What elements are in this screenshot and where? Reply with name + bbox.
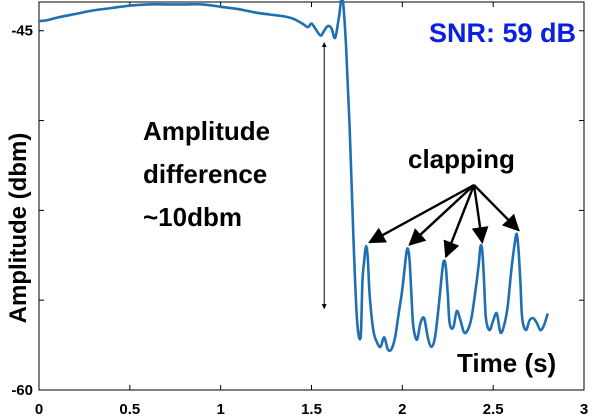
x-tick-label: 3 <box>580 401 588 418</box>
x-tick-label: 2.5 <box>483 401 504 418</box>
x-tick-label: 0.5 <box>119 401 140 418</box>
amplitude-diff-line3: ~10dbm <box>143 202 242 232</box>
clapping-arrow <box>471 184 489 244</box>
amplitude-diff-line2: difference <box>143 159 267 189</box>
clapping-arrow <box>443 184 476 259</box>
clapping-arrow <box>368 183 475 244</box>
y-tick-label: -45 <box>11 23 33 40</box>
x-tick-label: 1.5 <box>301 401 322 418</box>
x-tick-label: 2 <box>398 401 406 418</box>
x-axis-label: Time (s) <box>457 348 556 378</box>
axis-ticks: 0 0.5 1 1.5 2 2.5 3 -45 -60 <box>11 2 588 418</box>
clapping-label: clapping <box>408 144 515 174</box>
series-layer <box>38 0 549 353</box>
x-tick-label: 0 <box>35 401 43 418</box>
y-tick-label: -60 <box>11 382 33 399</box>
annotations-layer <box>321 42 520 310</box>
snr-label: SNR: 59 dB <box>429 18 576 48</box>
amplitude-diff-line1: Amplitude <box>143 116 270 146</box>
x-tick-label: 1 <box>216 401 224 418</box>
clapping-arrow <box>473 184 520 232</box>
amplitude-series-line <box>38 0 549 353</box>
clapping-arrow <box>408 184 475 246</box>
y-axis-label: Amplitude (dbm) <box>5 133 32 324</box>
